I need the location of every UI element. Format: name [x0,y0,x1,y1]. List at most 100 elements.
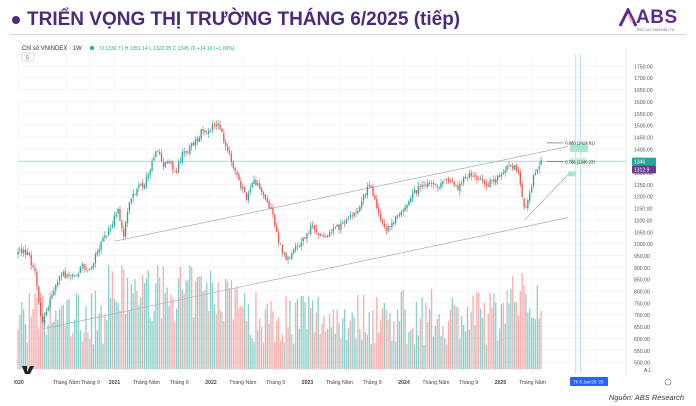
candle-body [217,123,219,126]
volume-bar [355,338,357,370]
volume-bar [217,282,219,370]
candle-body [455,186,457,187]
x-tick-label: Tháng 9 [363,380,382,386]
candle-body [357,210,359,214]
candle-body [147,174,149,179]
candle-body [500,174,503,177]
price-tag-label: 1312.9 [634,167,650,173]
y-tick-label: 1200.00 [634,195,653,201]
volume-bar [506,290,508,370]
volume-bar [141,274,144,370]
candle-body [36,271,38,287]
candle-body [447,178,450,182]
volume-bar [457,306,459,370]
x-tick-label: Tháng Năm [133,380,160,386]
candle-body [194,139,197,146]
volume-bar [19,315,21,370]
volume-bar [449,309,452,370]
candle-body [221,128,223,133]
x-tick-label: Tháng Năm [326,380,353,386]
volume-bar [128,311,131,370]
candle-body [434,183,436,185]
volume-bar [123,269,125,370]
volume-bar [43,313,46,370]
volume-bar [510,288,512,370]
volume-bar [109,297,112,370]
volume-bar [479,308,482,370]
volume-bar [400,291,402,370]
candle-body [177,162,180,173]
candle-body [289,257,291,259]
candle-body [468,173,470,178]
candle-body [417,185,419,195]
volume-bar [419,318,421,370]
y-tick-label: 550.00 [634,349,650,355]
volume-bar [445,344,448,370]
date-badge [570,377,609,386]
volume-bar [174,321,176,370]
candle-body [123,228,125,237]
candle-body [21,248,23,254]
volume-bar [447,320,450,370]
candle-body [81,264,83,267]
volume-bar [300,295,302,370]
candle-body [479,178,482,180]
volume-bar [234,288,236,370]
price-chart[interactable]: 1750.00 1700.00 1650.00 1600.00 1550.00 1500.… [12,40,682,388]
candle-body [230,153,233,163]
volume-bar [192,317,195,370]
volume-bar [498,328,501,370]
volume-bar [440,335,442,370]
candle-body [536,169,538,172]
volume-bar [251,338,253,370]
candle-body [204,129,206,132]
volume-bar [279,340,282,370]
volume-bar [242,307,244,370]
candle-body [206,132,208,134]
settings-gear-icon [664,378,672,386]
volume-bar [72,332,74,370]
volume-bar [283,342,285,370]
volume-bar [194,281,197,370]
candle-body [68,274,70,276]
candle-body [79,266,81,273]
candle-body [389,226,391,228]
candle-body [294,246,297,251]
volume-bar [412,328,414,370]
candle-body [100,241,102,250]
volume-bar [474,325,476,370]
volume-bar [476,292,478,370]
candle-body [198,137,200,142]
candle-body [140,184,142,186]
volume-bar [172,298,174,370]
candle-body [276,226,278,232]
volume-bar [410,329,412,370]
volume-bar [304,302,306,370]
volume-bar [262,342,265,370]
y-tick-label: 1450.00 [634,135,653,141]
candle-body [472,175,474,177]
candle-body [174,170,176,172]
candle-body [126,211,129,223]
vnindex-weekly-chart[interactable]: 1750.00 1700.00 1650.00 1600.00 1550.00 1500.… [12,40,682,388]
candle-body [425,185,427,187]
candle-body [332,228,335,232]
candle-body [281,244,284,254]
candle-body [523,198,525,208]
candle-body [457,185,459,191]
volume-bar [225,278,227,370]
volume-bar [75,292,78,370]
candle-body [168,161,170,164]
candle-body [75,275,78,277]
candle-body [368,184,370,186]
ohlc-legend: O 1330.71 H 1351.14 L 1322.95 C 1345.76 … [100,46,235,52]
candle-body [512,165,514,169]
x-tick-label: Tháng 9 [170,380,189,386]
volume-bar [451,298,453,370]
volume-bar [208,311,210,370]
y-tick-label: 1750.00 [634,64,653,70]
volume-bar [323,316,325,370]
volume-bar [230,279,233,370]
volume-bar [540,310,542,370]
recovery-trendline [524,172,571,221]
